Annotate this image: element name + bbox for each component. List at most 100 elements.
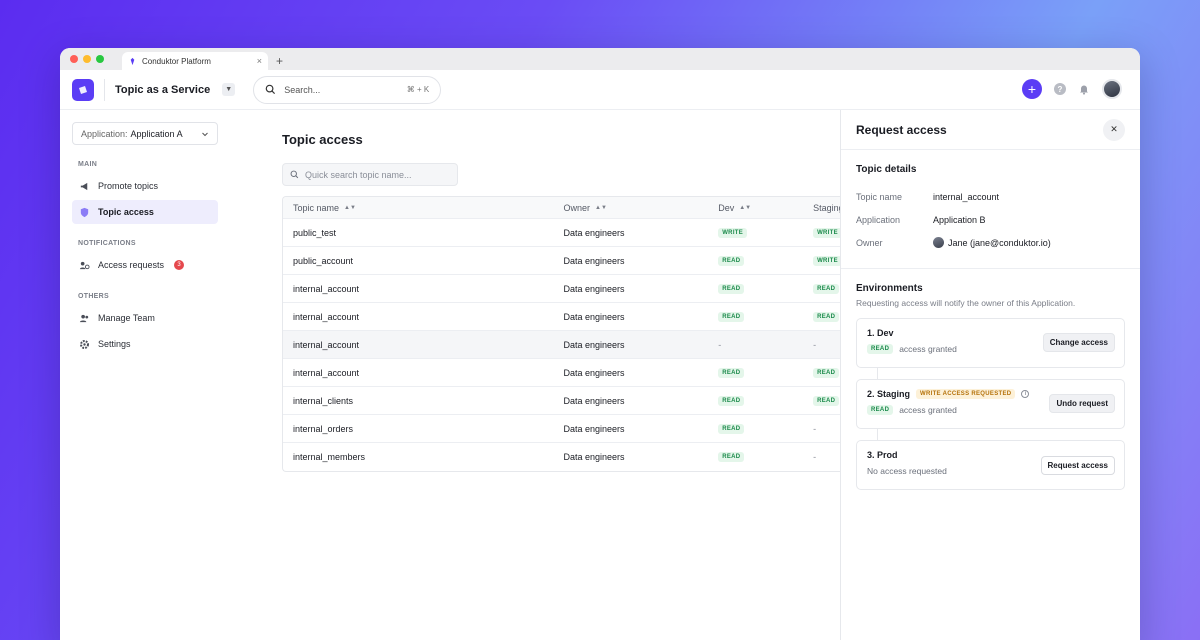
application-select-value: Application A	[130, 128, 183, 139]
env-status: READ access granted	[867, 405, 1114, 415]
access-pill: READ	[813, 283, 840, 294]
dev-cell: -	[708, 340, 803, 350]
topic-name-cell: internal_account	[283, 312, 555, 322]
table-row[interactable]: internal_clients Data engineers READ READ	[283, 387, 842, 415]
section-label-notifications: NOTIFICATIONS	[78, 240, 136, 247]
sidebar-item-topic-access[interactable]: Topic access	[72, 200, 218, 224]
topic-name-cell: internal_orders	[283, 424, 555, 434]
env-status-text: access granted	[899, 344, 957, 354]
section-subtitle: Requesting access will notify the owner …	[856, 298, 1076, 308]
access-pill: READ	[718, 311, 745, 322]
sidebar-item-label: Manage Team	[98, 313, 155, 323]
sidebar-item-settings[interactable]: Settings	[72, 332, 218, 356]
dev-cell: WRITE	[708, 227, 803, 238]
owner-name: Data engineers	[563, 452, 625, 462]
column-header-staging[interactable]: Staging	[803, 203, 842, 213]
staging-cell: READ	[803, 283, 842, 294]
table-row[interactable]: internal_members Data engineers READ -	[283, 443, 842, 471]
column-header-owner[interactable]: Owner ▲▼	[555, 203, 709, 213]
window-controls	[70, 55, 104, 63]
owner-cell: Data engineers	[555, 228, 709, 238]
user-avatar[interactable]	[1102, 79, 1122, 99]
logo-icon	[79, 85, 87, 94]
column-label: Dev	[718, 202, 735, 213]
staging-cell: -	[803, 452, 842, 462]
staging-cell: -	[803, 340, 842, 350]
topic-name-cell: public_account	[283, 256, 555, 266]
app-switcher-chevron-icon[interactable]: ▼	[222, 83, 236, 96]
access-pill: WRITE	[718, 227, 748, 238]
help-icon[interactable]: ?	[1054, 83, 1066, 95]
env-connector	[877, 429, 878, 440]
dev-cell: READ	[708, 423, 803, 434]
topic-name: internal_account	[293, 311, 360, 322]
close-window-dot[interactable]	[70, 55, 78, 63]
table-row[interactable]: public_test Data engineers WRITE WRITE	[283, 219, 842, 247]
sidebar-item-manage-team[interactable]: Manage Team	[72, 306, 218, 330]
topic-name-cell: public_test	[283, 228, 555, 238]
chevron-down-icon	[202, 132, 208, 136]
shield-icon	[79, 207, 90, 218]
sidebar-item-promote-topics[interactable]: Promote topics	[72, 174, 218, 198]
main-content: Topic access Quick search topic name... …	[282, 110, 842, 472]
access-pill: READ	[718, 283, 745, 294]
env-status-text: No access requested	[867, 466, 947, 476]
conduktor-favicon-icon	[130, 57, 135, 65]
table-row[interactable]: internal_account Data engineers READ READ	[283, 359, 842, 387]
create-button[interactable]: +	[1022, 79, 1042, 99]
topic-name: public_test	[293, 227, 337, 238]
access-pill: READ	[718, 423, 745, 434]
app-logo[interactable]	[72, 78, 94, 101]
topic-name-cell: internal_clients	[283, 396, 555, 406]
team-icon	[79, 313, 90, 324]
table-row[interactable]: internal_account Data engineers - -	[283, 331, 842, 359]
detail-key: Application	[856, 214, 901, 225]
owner-cell: Data engineers	[555, 312, 709, 322]
access-pill: READ	[813, 311, 840, 322]
column-label: Topic name	[293, 202, 340, 213]
undo-request-button[interactable]: Undo request	[1049, 394, 1115, 413]
maximize-window-dot[interactable]	[96, 55, 104, 63]
owner-avatar	[933, 237, 944, 248]
column-label: Owner	[563, 202, 591, 213]
owner-cell: Data engineers	[555, 284, 709, 294]
tab-close-icon[interactable]: ×	[256, 56, 262, 66]
change-access-button[interactable]: Change access	[1042, 333, 1115, 352]
table-row[interactable]: public_account Data engineers READ WRITE	[283, 247, 842, 275]
topic-name: internal_account	[293, 283, 360, 294]
table-row[interactable]: internal_orders Data engineers READ -	[283, 415, 842, 443]
detail-key: Owner	[856, 237, 883, 248]
detail-value: Jane (jane@conduktor.io)	[933, 237, 1051, 248]
application-select[interactable]: Application: Application A	[72, 122, 218, 145]
bell-icon[interactable]	[1078, 83, 1090, 95]
request-access-button[interactable]: Request access	[1040, 456, 1115, 475]
info-icon[interactable]: i	[1021, 390, 1030, 398]
staging-cell: READ	[803, 367, 842, 378]
topic-name-cell: internal_members	[283, 452, 555, 462]
close-panel-button[interactable]: ✕	[1103, 118, 1125, 141]
gear-icon	[79, 339, 90, 350]
sidebar-item-access-requests[interactable]: Access requests 3	[72, 253, 218, 277]
table-row[interactable]: internal_account Data engineers READ READ	[283, 275, 842, 303]
table-row[interactable]: internal_account Data engineers READ READ	[283, 303, 842, 331]
sidebar-item-label: Settings	[98, 339, 131, 349]
column-header-dev[interactable]: Dev ▲▼	[708, 203, 803, 213]
env-connector	[877, 368, 878, 379]
minimize-window-dot[interactable]	[83, 55, 91, 63]
access-pill: READ	[718, 452, 745, 462]
topic-name: internal_account	[293, 339, 360, 350]
browser-tab[interactable]: Conduktor Platform ×	[122, 52, 268, 70]
sidebar-item-label: Promote topics	[98, 181, 159, 191]
owner-name: Data engineers	[563, 227, 625, 238]
new-tab-button[interactable]: +	[276, 54, 284, 68]
page-title: Topic access	[282, 132, 363, 147]
owner-cell: Data engineers	[555, 340, 709, 350]
megaphone-icon	[79, 181, 90, 192]
topic-search-input[interactable]: Quick search topic name...	[282, 163, 458, 186]
topic-details-section: Topic details Topic name internal_accoun…	[841, 150, 1140, 269]
column-header-topic-name[interactable]: Topic name ▲▼	[283, 203, 555, 213]
request-access-panel: Request access ✕ Topic details Topic nam…	[840, 110, 1140, 640]
owner-cell: Data engineers	[555, 452, 709, 462]
global-search-input[interactable]: Search... ⌘ + K	[253, 75, 442, 104]
request-status-pill: WRITE ACCESS REQUESTED	[916, 389, 1016, 399]
